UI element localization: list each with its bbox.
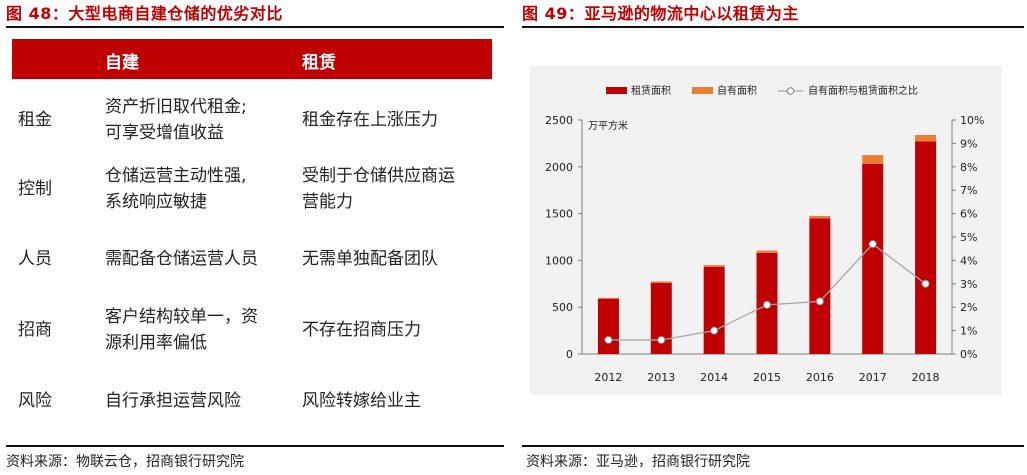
ratio-point (921, 279, 930, 288)
bar-owned (650, 281, 672, 283)
legend-label-ratio: 自有面积与租赁面积之比 (808, 84, 918, 97)
lease-cell: 无需单独配备团队 (302, 246, 492, 272)
lease-cell: 不存在招商压力 (302, 317, 492, 343)
left-source-note: 资料来源：物联云仓，招商银行研究院 (6, 454, 244, 470)
right-tick-label: 10% (960, 114, 984, 127)
ratio-point (868, 239, 877, 249)
ratio-point (710, 326, 719, 335)
ratio-point (657, 335, 666, 345)
comparison-panel: 图 48：大型电商自建仓储的优劣对比 自建 租赁 租金 资产折旧取代租金; 可享… (0, 0, 505, 475)
bar-owned (809, 215, 831, 219)
cell-line: 需配备仓储运营人员 (105, 249, 258, 269)
x-tick-label: 2013 (647, 371, 675, 384)
left-title-rule (6, 26, 504, 28)
right-tick-label: 1% (960, 325, 977, 338)
right-source-note: 资料来源：亚马逊，招商银行研究院 (526, 454, 750, 470)
ratio-point (604, 335, 613, 345)
lease-cell: 租金存在上涨压力 (302, 107, 492, 133)
cell-line: 源利用率偏低 (105, 333, 207, 353)
x-tick-label: 2015 (753, 371, 781, 384)
legend-swatch-lease (606, 87, 627, 94)
bar-lease (650, 282, 672, 354)
self-build-cell: 需配备仓储运营人员 (105, 246, 300, 272)
cell-line: 系统响应敏捷 (105, 192, 207, 212)
right-tick-label: 2% (960, 301, 977, 314)
right-tick-label: 3% (960, 278, 977, 291)
lease-cell: 受制于仓储供应商运 营能力 (302, 163, 492, 215)
self-build-cell: 自行承担运营风险 (105, 388, 300, 414)
legend-label-owned: 自有面积 (717, 84, 757, 97)
bar-owned (756, 250, 778, 253)
x-tick-label: 2016 (806, 371, 834, 384)
left-tick-label: 2000 (545, 161, 573, 174)
left-footer-rule (6, 445, 504, 447)
bar-lease (862, 163, 884, 354)
legend-swatch-owned (692, 87, 713, 94)
right-tick-label: 4% (960, 254, 977, 267)
ratio-point (815, 297, 824, 306)
cell-line: 风险转嫁给业主 (302, 391, 421, 411)
row-label: 招商 (18, 320, 52, 340)
left-tick-label: 1000 (545, 254, 573, 267)
self-build-cell: 资产折旧取代租金; 可享受增值收益 (105, 94, 300, 146)
right-tick-label: 5% (960, 231, 977, 244)
cell-line: 受制于仓储供应商运 (302, 166, 455, 186)
right-figure-title: 图 49：亚马逊的物流中心以租赁为主 (522, 4, 799, 23)
right-tick-label: 6% (960, 208, 977, 221)
x-tick-label: 2017 (859, 371, 887, 384)
header-lease: 租赁 (302, 53, 336, 73)
left-tick-label: 500 (552, 301, 573, 314)
cell-line: 可享受增值收益 (105, 123, 224, 143)
bar-lease (703, 266, 725, 354)
header-self-build: 自建 (105, 53, 139, 73)
right-tick-label: 8% (960, 161, 977, 174)
bar-lease (597, 298, 619, 354)
x-tick-label: 2018 (912, 371, 940, 384)
self-build-cell: 客户结构较单一，资 源利用率偏低 (105, 304, 300, 356)
cell-line: 客户结构较单一，资 (105, 307, 258, 327)
x-tick-label: 2012 (594, 371, 622, 384)
bar-owned (915, 134, 937, 142)
bar-owned (703, 265, 725, 267)
bar-lease (809, 218, 831, 354)
table-header: 自建 租赁 (12, 39, 492, 79)
logistics-area-chart: 0 500 1000 1500 2000 2500 0% 1% 2% 3% 4% 5% 6% 7% 8% 9%… (545, 84, 984, 384)
self-build-cell: 仓储运营主动性强, 系统响应敏捷 (105, 163, 300, 215)
left-tick-label: 2500 (545, 114, 573, 127)
x-tick-label: 2014 (700, 371, 728, 384)
row-label: 人员 (18, 249, 52, 269)
bar-owned (862, 155, 884, 164)
legend-marker-ratio (786, 87, 795, 95)
cell-line: 仓储运营主动性强, (105, 166, 247, 186)
cell-line: 不存在招商压力 (302, 320, 421, 340)
bar-owned (597, 297, 619, 299)
left-tick-label: 0 (566, 348, 573, 361)
bar-lease (915, 141, 937, 354)
right-tick-label: 0% (960, 348, 977, 361)
lease-cell: 风险转嫁给业主 (302, 388, 492, 414)
ratio-point (762, 300, 772, 309)
row-label: 租金 (18, 110, 52, 130)
right-tick-label: 9% (960, 137, 977, 150)
row-label: 控制 (18, 179, 52, 199)
cell-line: 无需单独配备团队 (302, 249, 438, 269)
legend-label-lease: 租赁面积 (631, 84, 671, 97)
unit-label: 万平方米 (588, 119, 628, 132)
chart-panel: 图 49：亚马逊的物流中心以租赁为主 0 500 1000 1500 2000 2500 0… (520, 0, 1027, 475)
right-footer-rule (522, 445, 1024, 447)
right-tick-label: 7% (960, 184, 977, 197)
cell-line: 营能力 (302, 192, 353, 212)
row-label: 风险 (18, 391, 52, 411)
left-figure-title: 图 48：大型电商自建仓储的优劣对比 (6, 4, 283, 23)
right-title-rule (522, 26, 1024, 28)
cell-line: 租金存在上涨压力 (302, 110, 438, 130)
cell-line: 自行承担运营风险 (105, 391, 241, 411)
left-tick-label: 1500 (545, 208, 573, 221)
cell-line: 资产折旧取代租金; (105, 97, 247, 117)
